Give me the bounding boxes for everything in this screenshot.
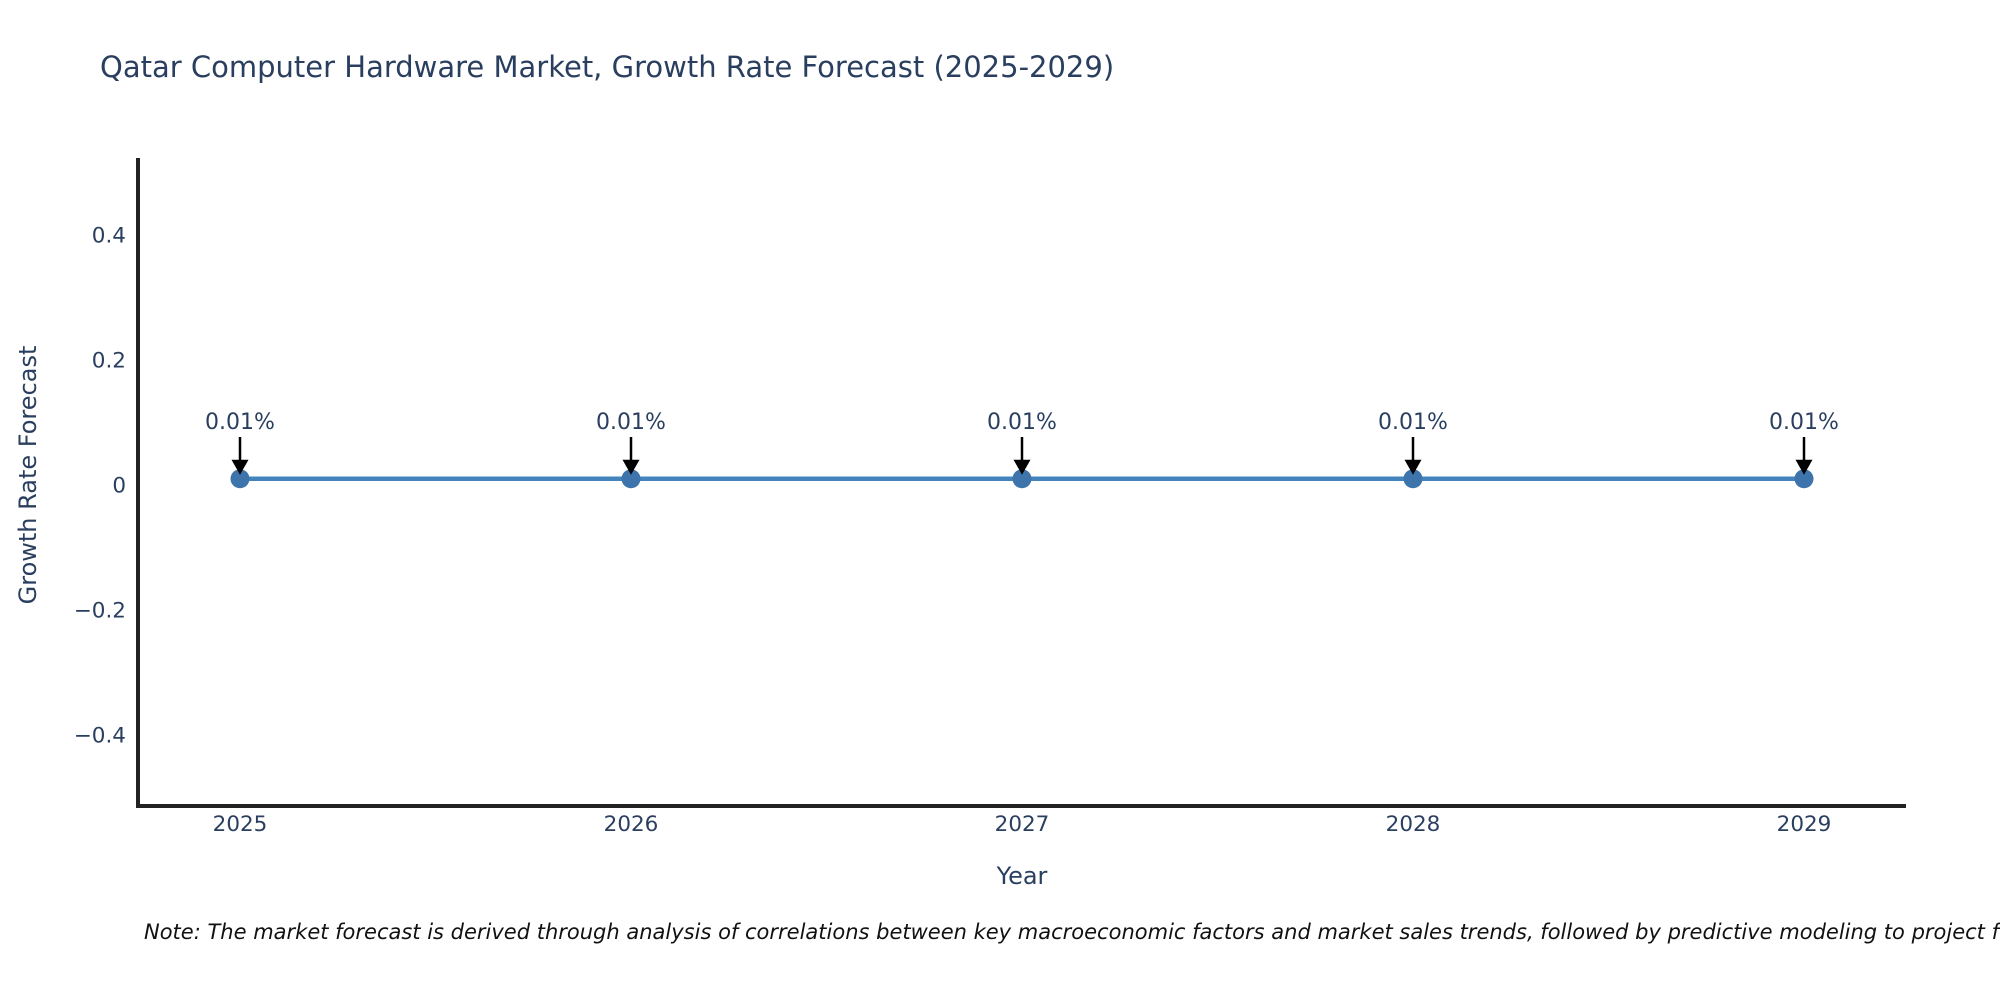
annotation-label: 0.01% (1378, 410, 1448, 435)
y-tick-label: 0 (112, 474, 126, 499)
annotation-label: 0.01% (1769, 410, 1839, 435)
x-tick-label: 2026 (604, 812, 659, 837)
x-axis-title: Year (996, 862, 1048, 890)
data-point-marker (1794, 469, 1814, 489)
annotation-label: 0.01% (205, 410, 275, 435)
y-tick-label: −0.2 (74, 599, 126, 624)
annotation-arrowhead (1013, 459, 1031, 475)
data-point-marker (230, 469, 250, 489)
chart-title: Qatar Computer Hardware Market, Growth R… (100, 50, 1115, 84)
annotation-arrowhead (1795, 459, 1813, 475)
annotation-arrowhead (1404, 459, 1422, 475)
data-point-marker (621, 469, 641, 489)
x-tick-label: 2027 (995, 812, 1050, 837)
annotation-arrowhead (231, 459, 249, 475)
x-tick-label: 2028 (1386, 812, 1441, 837)
y-tick-label: 0.4 (92, 224, 126, 249)
x-tick-label: 2025 (213, 812, 268, 837)
annotation-label: 0.01% (596, 410, 666, 435)
data-point-marker (1012, 469, 1032, 489)
footnote: Note: The market forecast is derived thr… (144, 920, 2000, 944)
x-tick-label: 2029 (1777, 812, 1832, 837)
y-tick-label: −0.4 (74, 724, 126, 749)
data-point-marker (1403, 469, 1423, 489)
annotation-arrowhead (622, 459, 640, 475)
annotation-label: 0.01% (987, 410, 1057, 435)
y-tick-label: 0.2 (92, 349, 126, 374)
